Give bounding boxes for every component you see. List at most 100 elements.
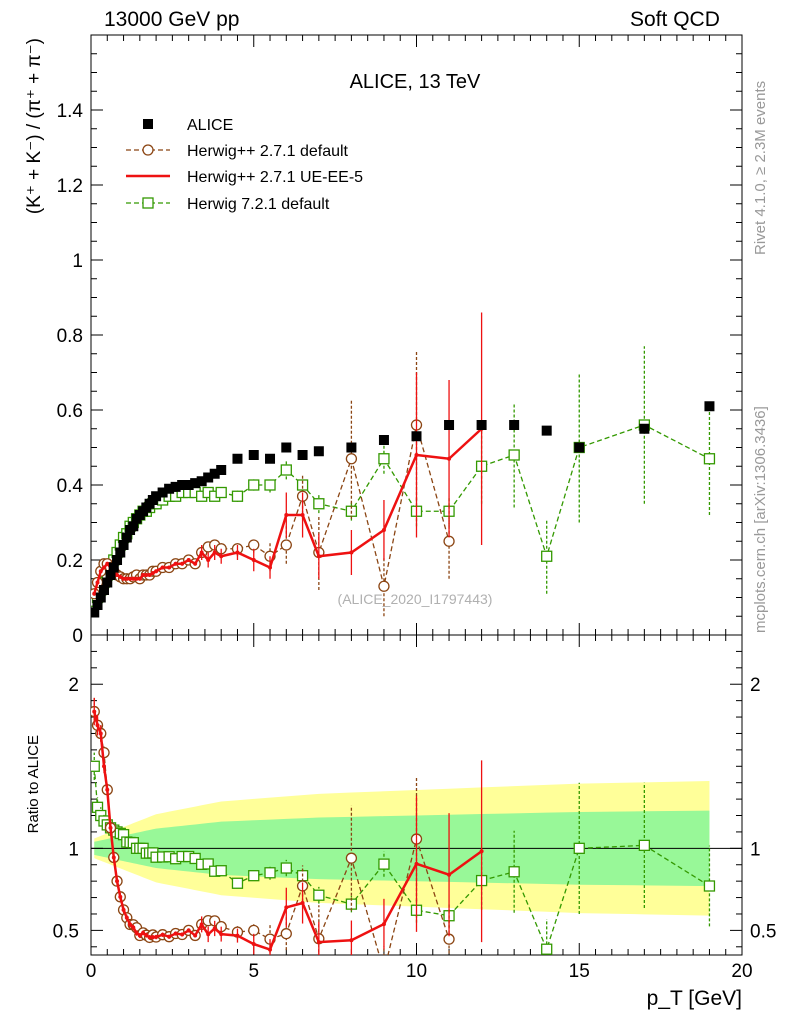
alice-point <box>574 442 585 453</box>
alice-point <box>170 481 181 492</box>
uee5-point <box>180 561 185 566</box>
h7-line <box>93 424 710 602</box>
uee5-point <box>121 907 126 912</box>
uee5-point <box>414 453 419 457</box>
x-axis-label: p_T [GeV] <box>647 987 742 1010</box>
ratio-y-tick-label: 2 <box>750 675 761 696</box>
alice-point <box>99 585 110 595</box>
h7-point <box>638 839 650 851</box>
ticks <box>90 34 743 955</box>
uee5-point <box>212 550 217 555</box>
uee5-point <box>124 915 129 920</box>
uee5-point <box>154 935 159 940</box>
alice-point <box>313 446 324 457</box>
ratio-panel-series <box>91 697 716 976</box>
uee5-point <box>284 905 289 910</box>
uee5-point <box>150 935 155 940</box>
h7-point <box>508 449 520 461</box>
h7-point <box>313 498 325 510</box>
ratio-axis-label: Ratio to ALICE <box>25 735 42 833</box>
alice-point <box>118 540 129 550</box>
uee5-point <box>349 938 354 943</box>
y-axis-label: (K⁺ + K⁻) / (π⁺ + π⁻) <box>24 38 45 214</box>
uee5-point <box>115 573 120 577</box>
h7-point <box>231 877 244 889</box>
legend-label: Herwig++ 2.7.1 UE-EE-5 <box>187 169 363 186</box>
h7-point <box>280 464 292 476</box>
alice-point <box>183 480 194 490</box>
uee5-point <box>118 574 123 579</box>
alice-point <box>196 476 207 487</box>
alice-point <box>281 442 292 453</box>
alice-point <box>102 577 113 588</box>
alice-point <box>346 442 357 453</box>
y-tick-label: 0 <box>72 626 83 647</box>
uee5-point <box>147 935 152 940</box>
ratio-y-tick-label: 1 <box>68 839 79 860</box>
uee5-point <box>268 565 273 570</box>
h7-point <box>264 479 276 491</box>
default-point <box>379 966 389 976</box>
alice-point <box>248 450 259 460</box>
h7-point <box>573 842 585 854</box>
uee5-point <box>105 561 110 566</box>
alice-point <box>190 478 201 489</box>
uee5-point <box>186 928 191 933</box>
h7-point <box>91 760 100 772</box>
alice-point <box>297 450 308 460</box>
uee5-point <box>137 576 142 581</box>
h7-point <box>231 490 244 502</box>
uee5-point <box>212 926 217 931</box>
uee5-point <box>98 569 103 574</box>
h7-point <box>378 858 390 870</box>
default-point <box>280 539 292 551</box>
h7-point <box>264 867 276 879</box>
h7-point <box>189 852 201 865</box>
labels: 0 5 10 15 20 0 0.2 0.4 0.6 0.8 1 1.2 1.4 0.5 0.5 1 1 2 2 (K… <box>24 38 776 1010</box>
chart-title: ALICE, 13 TeV <box>350 71 481 93</box>
uee5-point <box>349 550 354 555</box>
main-panel-series <box>91 312 716 618</box>
h7-point <box>313 889 325 901</box>
uee5-point <box>173 561 178 566</box>
uee5-point <box>199 550 204 555</box>
alice-point <box>378 435 389 445</box>
alice-point <box>444 420 455 430</box>
uee5-point <box>235 933 240 938</box>
uee5-point <box>118 894 123 899</box>
h7-point <box>703 880 716 892</box>
uee5-point <box>160 565 165 570</box>
uee5-point <box>121 576 126 581</box>
watermark: (ALICE_2020_I1797443) <box>338 591 493 607</box>
alice-point <box>105 570 116 580</box>
default-point <box>345 852 358 864</box>
legend-h7-marker <box>142 197 154 209</box>
uee5-point <box>167 565 172 570</box>
ratio-y-tick-label: 0.5 <box>750 921 776 942</box>
uee5-point <box>150 571 155 576</box>
uee5-point <box>447 456 452 461</box>
y-tick-label: 0.2 <box>57 551 83 572</box>
ratio-y-tick-label: 2 <box>68 675 79 696</box>
alice-point <box>476 420 487 430</box>
alice-point <box>95 592 106 603</box>
alice-point <box>509 420 520 430</box>
default-point <box>443 535 455 547</box>
uee5-point <box>186 558 191 562</box>
uee5-point <box>316 940 321 945</box>
alice-point <box>265 453 276 464</box>
h7-point <box>215 486 227 499</box>
uee5-point <box>193 933 198 938</box>
default-point <box>378 580 390 592</box>
uee5-point <box>92 591 97 596</box>
uee5-point <box>219 932 224 937</box>
alice-point <box>541 425 552 436</box>
uee5-point <box>199 922 204 927</box>
ratio-y-tick-label: 1 <box>750 839 761 860</box>
uee5-point <box>251 558 256 562</box>
h7-point <box>508 866 520 878</box>
x-tick-label: 20 <box>731 961 752 982</box>
uee5-point <box>219 554 224 559</box>
uee5-point <box>235 550 240 555</box>
uee5-point <box>154 569 159 574</box>
